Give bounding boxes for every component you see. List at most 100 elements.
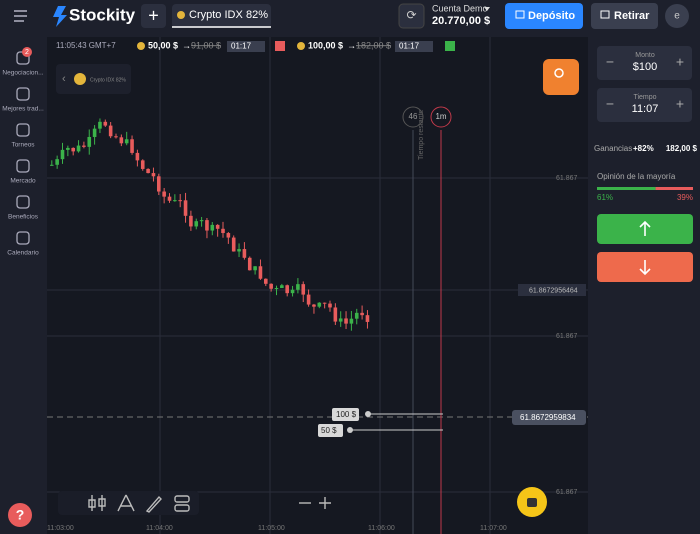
caret [484,7,490,11]
avatar[interactable] [665,4,689,28]
candle-body [130,139,134,153]
trade-timer-box [395,41,433,52]
badge-count: 2 [25,49,29,56]
asset-icon [177,11,185,19]
asset-chip-icon [74,73,86,85]
candle-body [140,160,145,169]
amount-increase[interactable]: + [676,54,684,70]
candle-body [258,266,263,279]
menu-icon[interactable] [14,10,27,22]
time-label: 11:04:00 [146,525,173,532]
sidebar-icon[interactable] [16,123,30,137]
sidebar-label[interactable]: Beneficios [8,214,39,221]
profit-pct: +82% [633,144,654,153]
time-input[interactable] [597,88,692,122]
opinion-label: Opinión de la mayoría [597,172,676,181]
sidebar-icon[interactable] [16,231,30,245]
trade-payout: 91,00 $ [191,40,221,50]
time-label: 11:05:00 [258,525,285,532]
asset-chip[interactable] [56,64,131,94]
candle-body [60,149,65,160]
candle-body [66,147,70,150]
candle-body [76,145,81,152]
trade-arrow: → [182,40,191,50]
candle-body [237,249,241,252]
sidebar-label[interactable]: Torneos [11,142,35,149]
expiry-caption: Tiempo restante [418,110,425,160]
sidebar-icon[interactable] [16,87,30,101]
chat-icon [527,498,537,507]
candle-body [50,164,54,166]
candle-body [194,221,199,227]
price-label: 61.8672956464 [529,287,578,294]
amount-input[interactable] [597,46,692,80]
asset-tab[interactable] [172,4,271,28]
candle-body [162,191,166,197]
add-asset[interactable] [141,4,166,28]
deposit-button[interactable] [505,3,583,29]
switch-account[interactable] [398,3,425,29]
order-dot [347,427,353,433]
sidebar-label[interactable]: Mejores trad... [2,106,44,113]
topbar [0,0,700,37]
candle-body [344,318,348,324]
candle-body [82,145,86,147]
candle-body [199,220,204,222]
layout-tool[interactable] [174,495,190,503]
badge [22,47,32,57]
up-arrow [639,220,651,236]
candle-body [317,302,322,307]
draw-tool[interactable] [145,495,162,513]
timeframe-circle [430,106,452,128]
indicator-tool[interactable] [117,494,135,512]
time: 11:07 [632,103,659,115]
order-label: 100 $ [336,410,357,419]
opinion-up-bar [597,187,656,190]
price-tag [518,284,586,296]
candle-body [114,136,118,138]
brand: Stockity [69,5,136,24]
plus: + [148,5,159,25]
layout-tool[interactable] [174,504,190,512]
account-label[interactable]: Cuenta Demo [432,3,488,13]
candle-body [269,283,273,289]
candle-body [333,307,338,322]
candles [50,118,370,331]
candle-body [322,302,327,304]
withdraw-button[interactable] [591,3,658,29]
candle-body [226,233,231,238]
time-decrease[interactable]: − [606,96,614,112]
candle-body [71,147,75,152]
candle-body [189,215,193,227]
candle-body [205,220,209,231]
deposit-icon [515,10,525,19]
current-price-tag [512,410,586,425]
sidebar-label[interactable]: Mercado [10,178,36,185]
current-price: 61.8672959834 [520,413,576,422]
deposit-label: Depósito [528,10,575,22]
sidebar-label[interactable]: Negociacion... [2,70,43,77]
zoom-in[interactable] [319,497,331,509]
asset-payout: 82% [246,9,268,21]
candle-body [290,289,295,294]
amount-decrease[interactable]: − [606,54,614,70]
sidebar-icon[interactable] [16,195,30,209]
clock: 11:05:43 GMT+7 [56,41,116,50]
candle-tool[interactable] [88,495,106,511]
candle-body [157,176,161,192]
profit-amount: 182,00 $ [666,144,698,153]
sidebar [0,37,47,534]
candle-body [354,312,359,319]
order-tag [318,424,343,437]
trade-timer: 01:17 [231,42,252,51]
sidebar-label[interactable]: Calendario [7,250,39,257]
order-tag [332,408,359,421]
candle-body [312,304,316,307]
help-button[interactable] [8,503,32,527]
opinion-bar [597,187,693,190]
order-dot [365,411,371,417]
trade-up-icon [445,41,455,51]
sidebar-icon[interactable] [16,159,30,173]
time-increase[interactable]: + [676,96,684,112]
candle-body [242,249,247,258]
